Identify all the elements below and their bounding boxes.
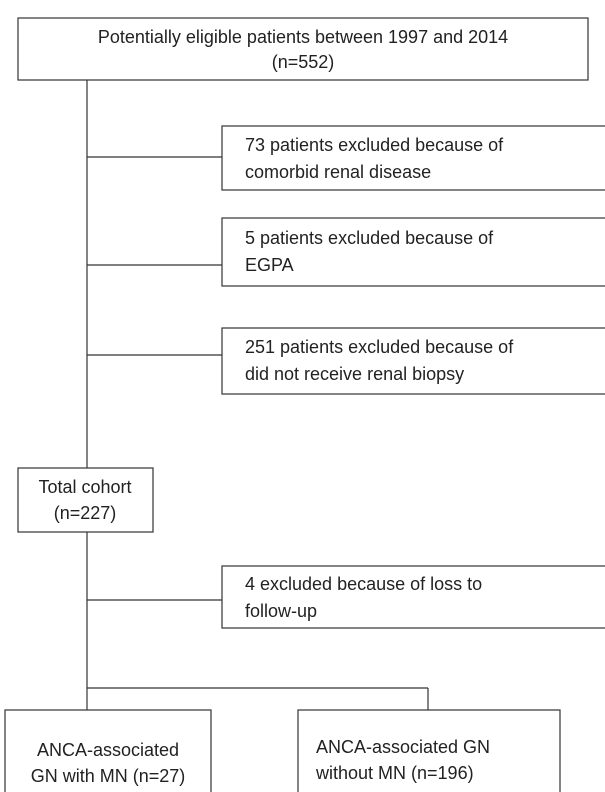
- box-text: 5 patients excluded because of: [245, 228, 494, 248]
- box-text: Total cohort: [38, 477, 131, 497]
- box: [221, 565, 605, 629]
- box-text: comorbid renal disease: [245, 162, 431, 182]
- box-text: EGPA: [245, 255, 294, 275]
- box-text: (n=227): [54, 503, 117, 523]
- box-text: ANCA-associated: [37, 740, 179, 760]
- box: [17, 467, 154, 533]
- box: [221, 217, 605, 287]
- box-text: 251 patients excluded because of: [245, 337, 514, 357]
- box-text: did not receive renal biopsy: [245, 364, 464, 384]
- box-text: Potentially eligible patients between 19…: [98, 27, 508, 47]
- box-text: follow-up: [245, 601, 317, 621]
- box-text: 4 excluded because of loss to: [245, 574, 482, 594]
- box: [17, 17, 589, 81]
- box-text: 73 patients excluded because of: [245, 135, 504, 155]
- box-text: (n=552): [272, 52, 335, 72]
- box: [297, 709, 561, 792]
- box-text: GN with MN (n=27): [31, 766, 186, 786]
- box: [4, 709, 212, 792]
- box: [221, 125, 605, 191]
- box-text: without MN (n=196): [315, 763, 474, 783]
- box: [221, 327, 605, 395]
- box-text: ANCA-associated GN: [316, 737, 490, 757]
